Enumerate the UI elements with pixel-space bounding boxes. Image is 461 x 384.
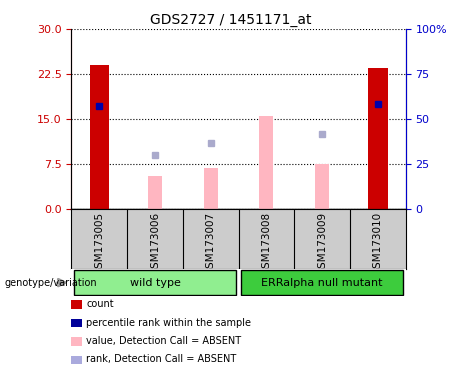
Bar xyxy=(260,116,273,209)
Text: GSM173005: GSM173005 xyxy=(95,212,104,275)
Text: GSM173010: GSM173010 xyxy=(373,212,383,275)
Text: count: count xyxy=(86,299,114,309)
Text: GSM173009: GSM173009 xyxy=(317,212,327,275)
Text: ERRalpha null mutant: ERRalpha null mutant xyxy=(261,278,383,288)
Bar xyxy=(148,176,162,209)
Bar xyxy=(315,164,329,209)
Text: GSM173006: GSM173006 xyxy=(150,212,160,275)
Text: GDS2727 / 1451171_at: GDS2727 / 1451171_at xyxy=(150,13,311,27)
Bar xyxy=(368,68,388,209)
Text: GSM173007: GSM173007 xyxy=(206,212,216,275)
Bar xyxy=(89,65,109,209)
Text: wild type: wild type xyxy=(130,278,180,288)
Text: GSM173008: GSM173008 xyxy=(261,212,272,275)
Bar xyxy=(74,270,236,295)
Text: percentile rank within the sample: percentile rank within the sample xyxy=(86,318,251,328)
Text: genotype/variation: genotype/variation xyxy=(5,278,97,288)
Text: value, Detection Call = ABSENT: value, Detection Call = ABSENT xyxy=(86,336,241,346)
Bar xyxy=(204,168,218,209)
Text: rank, Detection Call = ABSENT: rank, Detection Call = ABSENT xyxy=(86,354,236,364)
Bar xyxy=(242,270,403,295)
